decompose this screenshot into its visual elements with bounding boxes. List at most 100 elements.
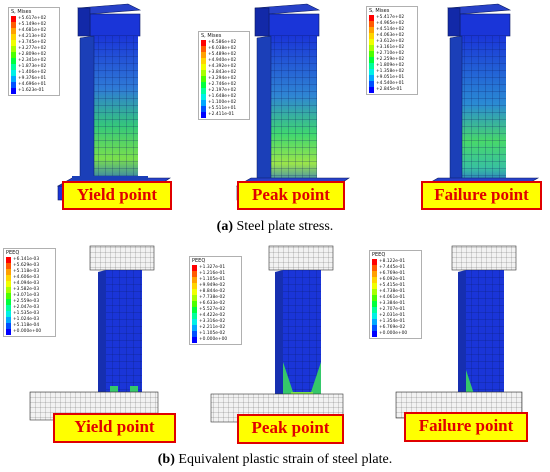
legend-swatch	[369, 27, 374, 33]
legend-title: PEEQ	[6, 250, 20, 256]
legend-title: S, Mises	[201, 33, 222, 39]
legend-swatch	[192, 319, 197, 325]
legend-value: +6.633e-02	[199, 301, 226, 306]
strain-legend-peak: PEEQ +1.327e-01 +1.216e-01 +1.105e-01 +9.94…	[189, 256, 242, 345]
panel-b3: PEEQ +8.122e-01 +7.445e-01 +6.769e-01 +6.09…	[366, 242, 550, 452]
legend-row: +4.094e-03	[6, 281, 53, 287]
legend-swatch	[192, 265, 197, 271]
legend-swatch	[369, 81, 374, 87]
legend-swatch	[192, 337, 197, 343]
legend-row: +4.681e+02	[11, 28, 57, 34]
legend-value: +5.489e+02	[208, 52, 237, 57]
legend-value: +3.294e+02	[208, 76, 237, 81]
legend-swatch	[11, 70, 16, 76]
panel-a1: S, Mises +5.617e+02 +5.149e+02 +4.681e+02 +…	[0, 0, 183, 222]
legend-swatch	[192, 313, 197, 319]
legend-value: +9.376e+01	[18, 76, 47, 81]
legend-row: +3.071e-03	[6, 293, 53, 299]
legend-swatch	[6, 317, 11, 323]
legend-row: +3.294e+02	[201, 76, 247, 82]
legend-rows: +6.586e+02 +6.038e+02 +5.489e+02 +4.940e+02…	[201, 40, 247, 118]
legend-value: +5.629e-03	[13, 263, 40, 268]
legend-value: +5.617e+02	[18, 16, 47, 21]
legend-swatch	[201, 112, 206, 118]
legend-value: +2.197e+02	[208, 88, 237, 93]
legend-row: +4.940e+02	[201, 58, 247, 64]
legend-value: +5.118e-04	[13, 323, 40, 328]
legend-row: +1.216e-01	[192, 271, 239, 277]
legend-swatch	[372, 259, 377, 265]
legend-value: +2.259e+02	[376, 57, 405, 62]
legend-row: +2.197e+02	[201, 88, 247, 94]
legend-row: +7.445e-01	[372, 265, 419, 271]
legend-row: +2.559e-03	[6, 299, 53, 305]
legend-value: +2.710e+02	[376, 51, 405, 56]
legend-value: +5.149e+02	[18, 22, 47, 27]
legend-swatch	[201, 82, 206, 88]
legend-swatch	[372, 325, 377, 331]
legend-value: +6.038e+02	[208, 46, 237, 51]
legend-row: +3.277e+02	[11, 46, 57, 52]
legend-title: PEEQ	[192, 258, 206, 264]
legend-swatch	[369, 87, 374, 93]
legend-row: +8.122e-01	[372, 259, 419, 265]
legend-row: +4.422e-02	[192, 313, 239, 319]
legend-swatch	[372, 277, 377, 283]
legend-value: +4.094e-03	[13, 281, 40, 286]
legend-row: +1.623e-01	[11, 88, 57, 94]
caption-b: (b) Equivalent plastic strain of steel p…	[0, 452, 550, 468]
legend-value: +1.535e-03	[13, 311, 40, 316]
legend-swatch	[6, 281, 11, 287]
legend-swatch	[6, 305, 11, 311]
legend-row: +0.000e+00	[192, 337, 239, 343]
legend-row: +3.161e+02	[369, 45, 415, 51]
legend-swatch	[6, 269, 11, 275]
caption-a: (a) Steel plate stress.	[0, 219, 550, 235]
legend-swatch	[201, 40, 206, 46]
panel-b1: PEEQ +6.141e-03 +5.629e-03 +5.118e-03 +4.60…	[0, 242, 183, 452]
legend-swatch	[372, 301, 377, 307]
legend-swatch	[11, 16, 16, 22]
legend-swatch	[201, 100, 206, 106]
legend-value: +6.586e+02	[208, 40, 237, 45]
legend-row: +4.696e+01	[11, 82, 57, 88]
legend-value: +1.873e+02	[18, 64, 47, 69]
legend-swatch	[11, 64, 16, 70]
legend-value: +1.105e-02	[199, 331, 226, 336]
legend-row: +6.769e-01	[372, 271, 419, 277]
legend-value: +1.105e-01	[199, 277, 226, 282]
legend-value: +2.047e-03	[13, 305, 40, 310]
legend-value: +3.277e+02	[18, 46, 47, 51]
legend-row: +5.415e-01	[372, 283, 419, 289]
legend-swatch	[372, 271, 377, 277]
legend-row: +4.965e+02	[369, 21, 415, 27]
legend-swatch	[372, 319, 377, 325]
legend-row: +6.586e+02	[201, 40, 247, 46]
legend-value: +1.648e+02	[208, 94, 237, 99]
legend-row: +3.582e-03	[6, 287, 53, 293]
legend-row: +1.809e+02	[369, 63, 415, 69]
legend-row: +8.844e-02	[192, 289, 239, 295]
legend-row: +6.092e-01	[372, 277, 419, 283]
legend-value: +6.141e-03	[13, 257, 40, 262]
legend-value: +3.843e+02	[208, 70, 237, 75]
legend-row: +1.105e-02	[192, 331, 239, 337]
legend-swatch	[201, 46, 206, 52]
legend-value: +2.211e-02	[199, 325, 226, 330]
legend-swatch	[372, 307, 377, 313]
legend-value: +3.384e-01	[379, 301, 406, 306]
legend-swatch	[192, 295, 197, 301]
legend-row: +9.949e-02	[192, 283, 239, 289]
legend-row: +5.118e-04	[6, 323, 53, 329]
legend-swatch	[372, 295, 377, 301]
legend-value: +0.000e+00	[379, 331, 408, 336]
legend-rows: +5.417e+02 +4.965e+02 +4.514e+02 +4.063e+02…	[369, 15, 415, 93]
legend-value: +5.118e-03	[13, 269, 40, 274]
legend-value: +4.514e+02	[376, 27, 405, 32]
legend-row: +4.606e-03	[6, 275, 53, 281]
strain-legend-yield: PEEQ +6.141e-03 +5.629e-03 +5.118e-03 +4.60…	[3, 248, 56, 337]
legend-row: +1.648e+02	[201, 94, 247, 100]
caption-a-text: Steel plate stress.	[233, 219, 334, 234]
legend-value: +2.341e+02	[18, 58, 47, 63]
legend-swatch	[11, 34, 16, 40]
